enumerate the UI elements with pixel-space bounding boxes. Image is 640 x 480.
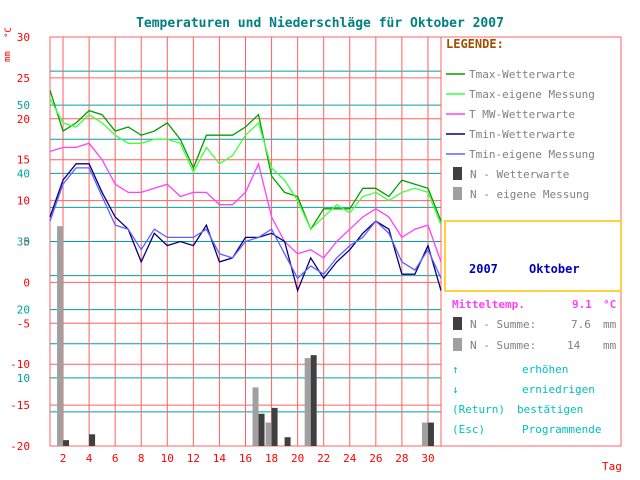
n1-swatch [453, 317, 462, 330]
temp-tick-label: 5 [23, 236, 30, 249]
control-decrease-key[interactable]: ↓ [452, 383, 459, 396]
temp-tick-label: 15 [17, 154, 30, 167]
mean-temp-value: 9.1 [572, 298, 592, 311]
mean-temp-label: Mitteltemp. [452, 298, 525, 311]
precip-bar [265, 422, 272, 446]
day-tick-label: 16 [239, 452, 252, 465]
temp-tick-label: -15 [10, 399, 30, 412]
precipitation-bars [57, 226, 434, 446]
control-decrease-action[interactable]: erniedrigen [522, 383, 595, 396]
precip-bar [304, 358, 311, 446]
precip-bar [252, 387, 259, 446]
temp-tick-label: 25 [17, 72, 30, 85]
day-tick-label: 10 [161, 452, 174, 465]
precip-tick-label: 40 [17, 167, 30, 180]
day-tick-label: 28 [395, 452, 408, 465]
temp-tick-label: 10 [17, 195, 30, 208]
period-month: Oktober [529, 262, 580, 276]
controls: ↑ erhöhen ↓ erniedrigen (Return) bestäti… [452, 363, 601, 436]
precip-bar [421, 422, 428, 446]
day-tick-label: 4 [86, 452, 93, 465]
day-tick-label: 24 [343, 452, 357, 465]
day-tick-label: 22 [317, 452, 330, 465]
temp-tick-label: -20 [10, 440, 30, 453]
temp-tick-label: 0 [23, 276, 30, 289]
control-exit-key[interactable]: (Esc) [452, 423, 485, 436]
y-unit-mm: mm [3, 51, 13, 62]
day-tick-label: 18 [265, 452, 278, 465]
day-tick-label: 20 [291, 452, 304, 465]
legend-title: LEGENDE: [446, 37, 504, 51]
y-unit-celsius: °C [4, 27, 14, 38]
n1-value: 7.6 [571, 318, 591, 331]
legend-label: N - eigene Messung [470, 188, 589, 201]
n2-label: N - Summe: [470, 339, 536, 352]
day-tick-label: 8 [138, 452, 145, 465]
legend-label: Tmax-Wetterwarte [469, 68, 575, 81]
precip-bar [89, 434, 96, 446]
legend-panel: LEGENDE: Tmax-Wetterwarte Tmax-eigene Mes… [446, 37, 595, 201]
precip-bar [63, 440, 70, 446]
n2-value: 14 [567, 339, 581, 352]
day-tick-label: 6 [112, 452, 119, 465]
precip-tick-label: 20 [17, 304, 30, 317]
legend-label: Tmin-Wetterwarte [469, 128, 575, 141]
precip-bar [57, 226, 64, 446]
temp-tick-label: -10 [10, 358, 30, 371]
n2-swatch [453, 338, 462, 351]
n2-unit: mm [603, 339, 617, 352]
legend-swatch-bar [453, 187, 462, 200]
day-tick-label: 2 [60, 452, 67, 465]
control-increase-action[interactable]: erhöhen [522, 363, 568, 376]
precip-bar [427, 422, 434, 446]
day-tick-label: 12 [187, 452, 200, 465]
temp-tick-label: 30 [17, 31, 30, 44]
control-exit-action[interactable]: Programmende [522, 423, 601, 436]
day-tick-label: 14 [213, 452, 227, 465]
legend-label: Tmax-eigene Messung [469, 88, 595, 101]
mean-temp-unit: °C [603, 298, 616, 311]
legend-swatch-bar [453, 167, 462, 180]
chart-title: Temperaturen und Niederschläge für Oktob… [136, 16, 504, 31]
precip-tick-label: 50 [17, 99, 30, 112]
series-line [49, 142, 442, 263]
x-axis-label: Tag [602, 460, 622, 473]
temp-tick-label: -5 [17, 317, 30, 330]
series-line [49, 167, 442, 280]
precip-tick-label: 30 [17, 236, 30, 249]
series-line [49, 90, 442, 231]
day-tick-label: 26 [369, 452, 382, 465]
control-confirm-key[interactable]: (Return) [452, 403, 505, 416]
precip-bar [271, 407, 278, 446]
n1-unit: mm [603, 318, 617, 331]
precip-tick-label: 10 [17, 372, 30, 385]
legend-label: N - Wetterwarte [470, 168, 569, 181]
precip-bar [284, 437, 291, 446]
period-year: 2007 [469, 262, 498, 276]
precip-bar [310, 355, 317, 446]
day-tick-label: 30 [421, 452, 434, 465]
control-confirm-action[interactable]: bestätigen [517, 403, 583, 416]
series-line [49, 98, 442, 231]
n1-label: N - Summe: [470, 318, 536, 331]
temperature-lines [49, 90, 442, 293]
period-box [444, 220, 622, 292]
plot-grid [49, 36, 622, 447]
legend-label: Tmin-eigene Messung [469, 148, 595, 161]
temp-tick-label: 20 [17, 113, 30, 126]
precip-bar [258, 413, 265, 446]
control-increase-key[interactable]: ↑ [452, 363, 459, 376]
legend-label: T MW-Wetterwarte [469, 108, 575, 121]
